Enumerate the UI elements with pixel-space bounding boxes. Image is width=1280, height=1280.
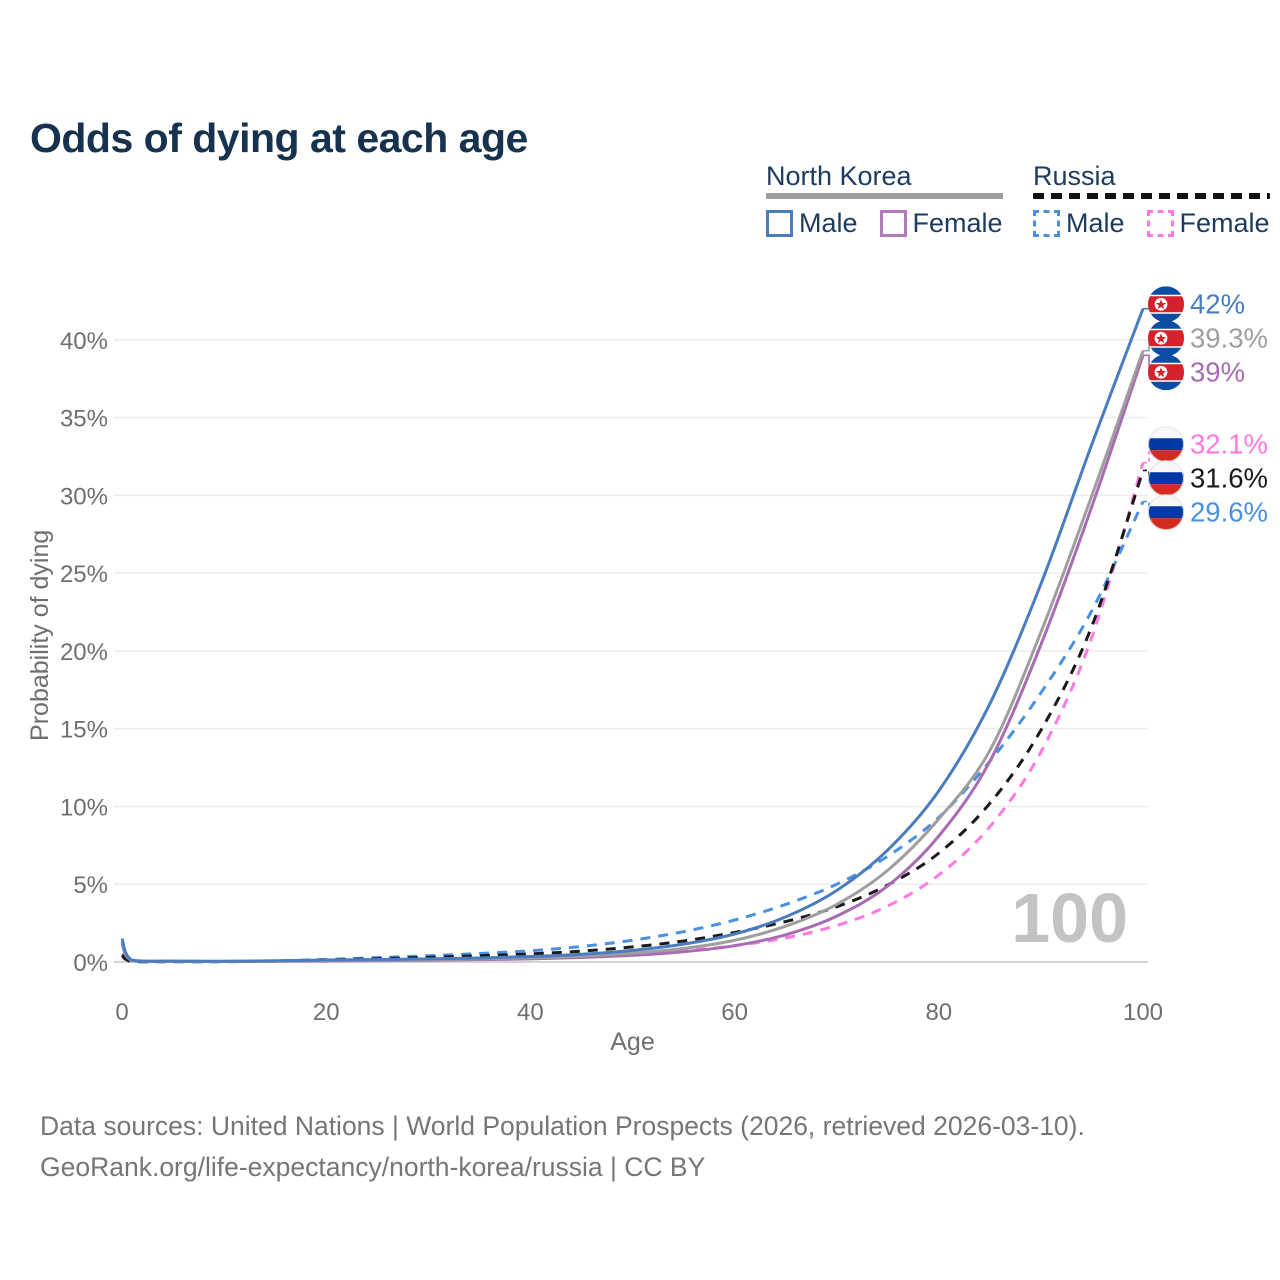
x-tick-label: 0 [115, 999, 128, 1026]
end-value-label-russia-total: 31.6% [1190, 463, 1268, 494]
x-tick-label: 100 [1123, 999, 1163, 1026]
legend: North Korea Male Female Russia Male Female [766, 161, 1270, 239]
y-tick-label: 10% [60, 794, 108, 821]
flag-icon-north-korea [1148, 354, 1184, 391]
series-line-russia-female[interactable] [121, 462, 1145, 964]
flag-icon-north-korea [1148, 320, 1184, 357]
y-tick-label: 15% [60, 717, 108, 744]
x-axis-title: Age [610, 1028, 654, 1056]
series-line-north-korea-male[interactable] [120, 308, 1145, 963]
y-tick-label: 0% [73, 950, 108, 977]
end-value-label-north-korea-total: 39.3% [1190, 323, 1268, 354]
legend-item-label: Male [799, 208, 858, 238]
flag-icon-russia [1148, 494, 1184, 531]
legend-item-north-korea-female[interactable]: Female [879, 208, 1003, 239]
end-label-connector [1143, 500, 1153, 514]
x-tick-label: 60 [721, 999, 748, 1026]
legend-group-title: Russia [1033, 161, 1116, 191]
legend-item-label: Male [1066, 208, 1125, 238]
x-tick-label: 80 [925, 999, 952, 1026]
y-tick-label: 40% [60, 328, 108, 355]
y-tick-label: 25% [60, 561, 108, 588]
end-value-label-russia-female: 32.1% [1190, 429, 1268, 460]
age-watermark: 100 [1011, 879, 1128, 957]
y-axis-title: Probability of dying [26, 530, 54, 741]
series-line-north-korea-female[interactable] [120, 354, 1145, 963]
series-line-north-korea-total[interactable] [120, 350, 1145, 963]
end-value-label-north-korea-female: 39% [1190, 357, 1245, 388]
legend-item-russia-female[interactable]: Female [1146, 208, 1270, 239]
series-line-russia-total[interactable] [121, 469, 1145, 964]
end-value-label-russia-male: 29.6% [1190, 497, 1268, 528]
x-tick-label: 20 [313, 999, 340, 1026]
end-label-connector [1143, 443, 1153, 464]
legend-group-title: North Korea [766, 161, 912, 191]
footer-data-sources: Data sources: United Nations | World Pop… [40, 1111, 1085, 1141]
flag-icon-north-korea [1148, 286, 1184, 323]
legend-group-north-korea: North Korea Male Female [766, 161, 1003, 239]
end-value-label-north-korea-male: 42% [1190, 289, 1245, 320]
flag-icon-russia [1148, 426, 1184, 463]
legend-item-russia-male[interactable]: Male [1033, 208, 1125, 239]
legend-group-russia: Russia Male Female [1033, 161, 1270, 239]
legend-swatch-north-korea-male[interactable] [766, 210, 793, 237]
legend-swatch-north-korea-female[interactable] [879, 210, 907, 237]
legend-item-label: Female [912, 208, 1003, 238]
legend-swatch-russia-female[interactable] [1146, 210, 1174, 237]
legend-dashed-line-sample [1033, 193, 1270, 199]
series-line-russia-male[interactable] [120, 500, 1145, 964]
footer: Data sources: United Nations | World Pop… [40, 1106, 1085, 1188]
y-tick-label: 35% [60, 406, 108, 433]
x-tick-label: 40 [517, 999, 544, 1026]
legend-swatch-russia-male[interactable] [1033, 210, 1060, 237]
legend-item-north-korea-male[interactable]: Male [766, 208, 858, 239]
page-title: Odds of dying at each age [30, 115, 528, 162]
y-tick-label: 5% [73, 872, 108, 899]
legend-solid-line-sample [766, 193, 1003, 199]
legend-item-label: Female [1179, 208, 1270, 238]
y-tick-label: 20% [60, 639, 108, 666]
footer-attribution: GeoRank.org/life-expectancy/north-korea/… [40, 1152, 706, 1182]
flag-icon-russia [1148, 460, 1184, 497]
y-tick-label: 30% [60, 483, 108, 510]
